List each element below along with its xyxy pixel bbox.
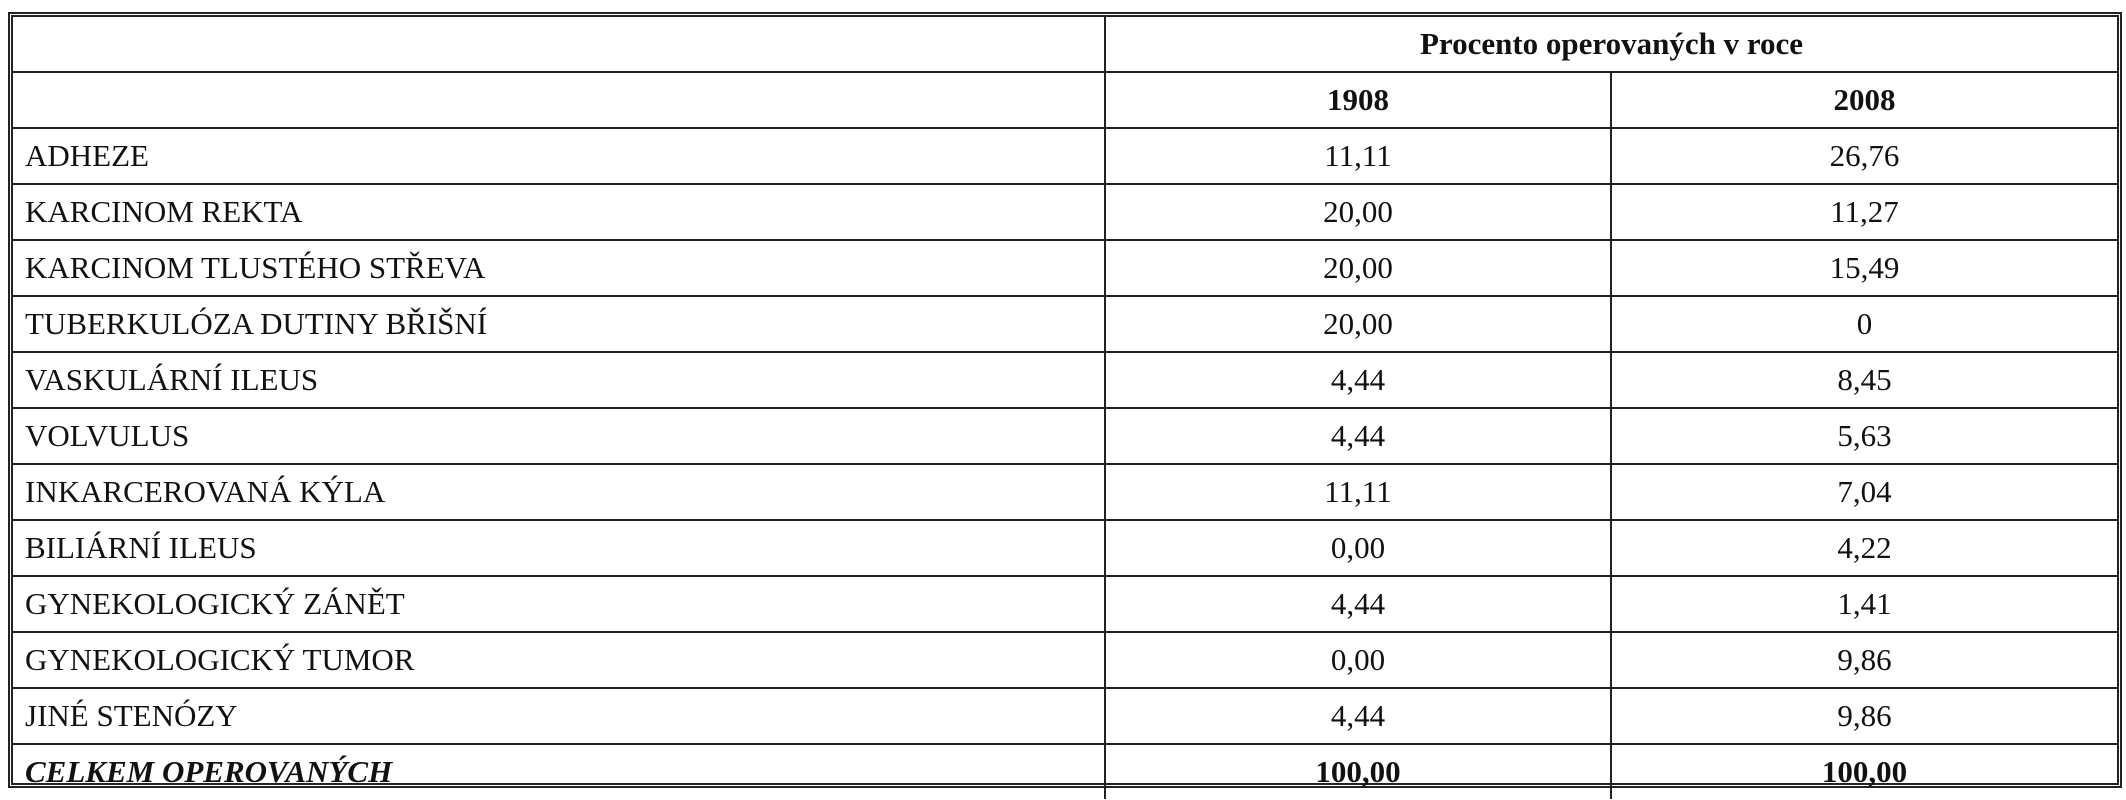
value-cell: 4,44 [1104, 407, 1612, 465]
value-cell: 26,76 [1609, 127, 2118, 185]
header-title: Procento operovaných v roce [1103, 17, 2118, 73]
value-cell: 1,41 [1609, 575, 2118, 633]
value-cell: 8,45 [1609, 351, 2118, 409]
value-cell: 5,63 [1609, 407, 2118, 465]
value-cell: 100,00 [1609, 743, 2118, 799]
value-cell: 4,22 [1609, 519, 2118, 577]
row-label: JINÉ STENÓZY [13, 687, 1106, 745]
row-label: KARCINOM REKTA [13, 183, 1106, 241]
row-label: BILIÁRNÍ ILEUS [13, 519, 1106, 577]
data-row: VOLVULUS 4,44 5,63 [13, 407, 2118, 465]
value-cell: 20,00 [1104, 295, 1612, 353]
data-row: BILIÁRNÍ ILEUS 0,00 4,22 [13, 519, 2118, 577]
value-cell: 20,00 [1104, 239, 1612, 297]
data-row: INKARCEROVANÁ KÝLA 11,11 7,04 [13, 463, 2118, 521]
value-cell: 20,00 [1104, 183, 1612, 241]
value-cell: 11,11 [1104, 127, 1612, 185]
row-label: VOLVULUS [13, 407, 1106, 465]
value-cell: 4,44 [1104, 351, 1612, 409]
value-cell: 0,00 [1104, 631, 1612, 689]
table-frame: Procento operovaných v roce 1908 2008 AD… [8, 12, 2122, 799]
row-label: ADHEZE [13, 127, 1106, 185]
data-row: VASKULÁRNÍ ILEUS 4,44 8,45 [13, 351, 2118, 409]
data-row: KARCINOM REKTA 20,00 11,27 [13, 183, 2118, 241]
data-row: ADHEZE 11,11 26,76 [13, 127, 2118, 185]
row-label: GYNEKOLOGICKÝ ZÁNĚT [13, 575, 1106, 633]
total-row: CELKEM OPEROVANÝCH 100,00 100,00 [13, 743, 2118, 799]
data-row: JINÉ STENÓZY 4,44 9,86 [13, 687, 2118, 745]
empty-cell [13, 17, 1106, 73]
value-cell: 9,86 [1609, 687, 2118, 745]
value-cell: 4,44 [1104, 575, 1612, 633]
data-row: TUBERKULÓZA DUTINY BŘIŠNÍ 20,00 0 [13, 295, 2118, 353]
value-cell: 100,00 [1104, 743, 1612, 799]
row-label: INKARCEROVANÁ KÝLA [13, 463, 1106, 521]
value-cell: 15,49 [1609, 239, 2118, 297]
row-label: TUBERKULÓZA DUTINY BŘIŠNÍ [13, 295, 1106, 353]
data-row: KARCINOM TLUSTÉHO STŘEVA 20,00 15,49 [13, 239, 2118, 297]
value-cell: 0 [1609, 295, 2118, 353]
year-row: 1908 2008 [13, 71, 2118, 128]
value-cell: 4,44 [1104, 687, 1612, 745]
row-label: CELKEM OPEROVANÝCH [13, 743, 1106, 799]
value-cell: 11,11 [1104, 463, 1612, 521]
year-header: 1908 [1104, 71, 1612, 128]
row-label: VASKULÁRNÍ ILEUS [13, 351, 1106, 409]
value-cell: 0,00 [1104, 519, 1612, 577]
row-label: GYNEKOLOGICKÝ TUMOR [13, 631, 1106, 689]
value-cell: 9,86 [1609, 631, 2118, 689]
data-table: Procento operovaných v roce 1908 2008 AD… [13, 17, 2118, 799]
data-row: GYNEKOLOGICKÝ TUMOR 0,00 9,86 [13, 631, 2118, 689]
row-label: KARCINOM TLUSTÉHO STŘEVA [13, 239, 1106, 297]
header-row: Procento operovaných v roce [13, 17, 2118, 73]
value-cell: 11,27 [1609, 183, 2118, 241]
value-cell: 7,04 [1609, 463, 2118, 521]
data-row: GYNEKOLOGICKÝ ZÁNĚT 4,44 1,41 [13, 575, 2118, 633]
year-header: 2008 [1609, 71, 2118, 128]
empty-cell [13, 71, 1106, 128]
